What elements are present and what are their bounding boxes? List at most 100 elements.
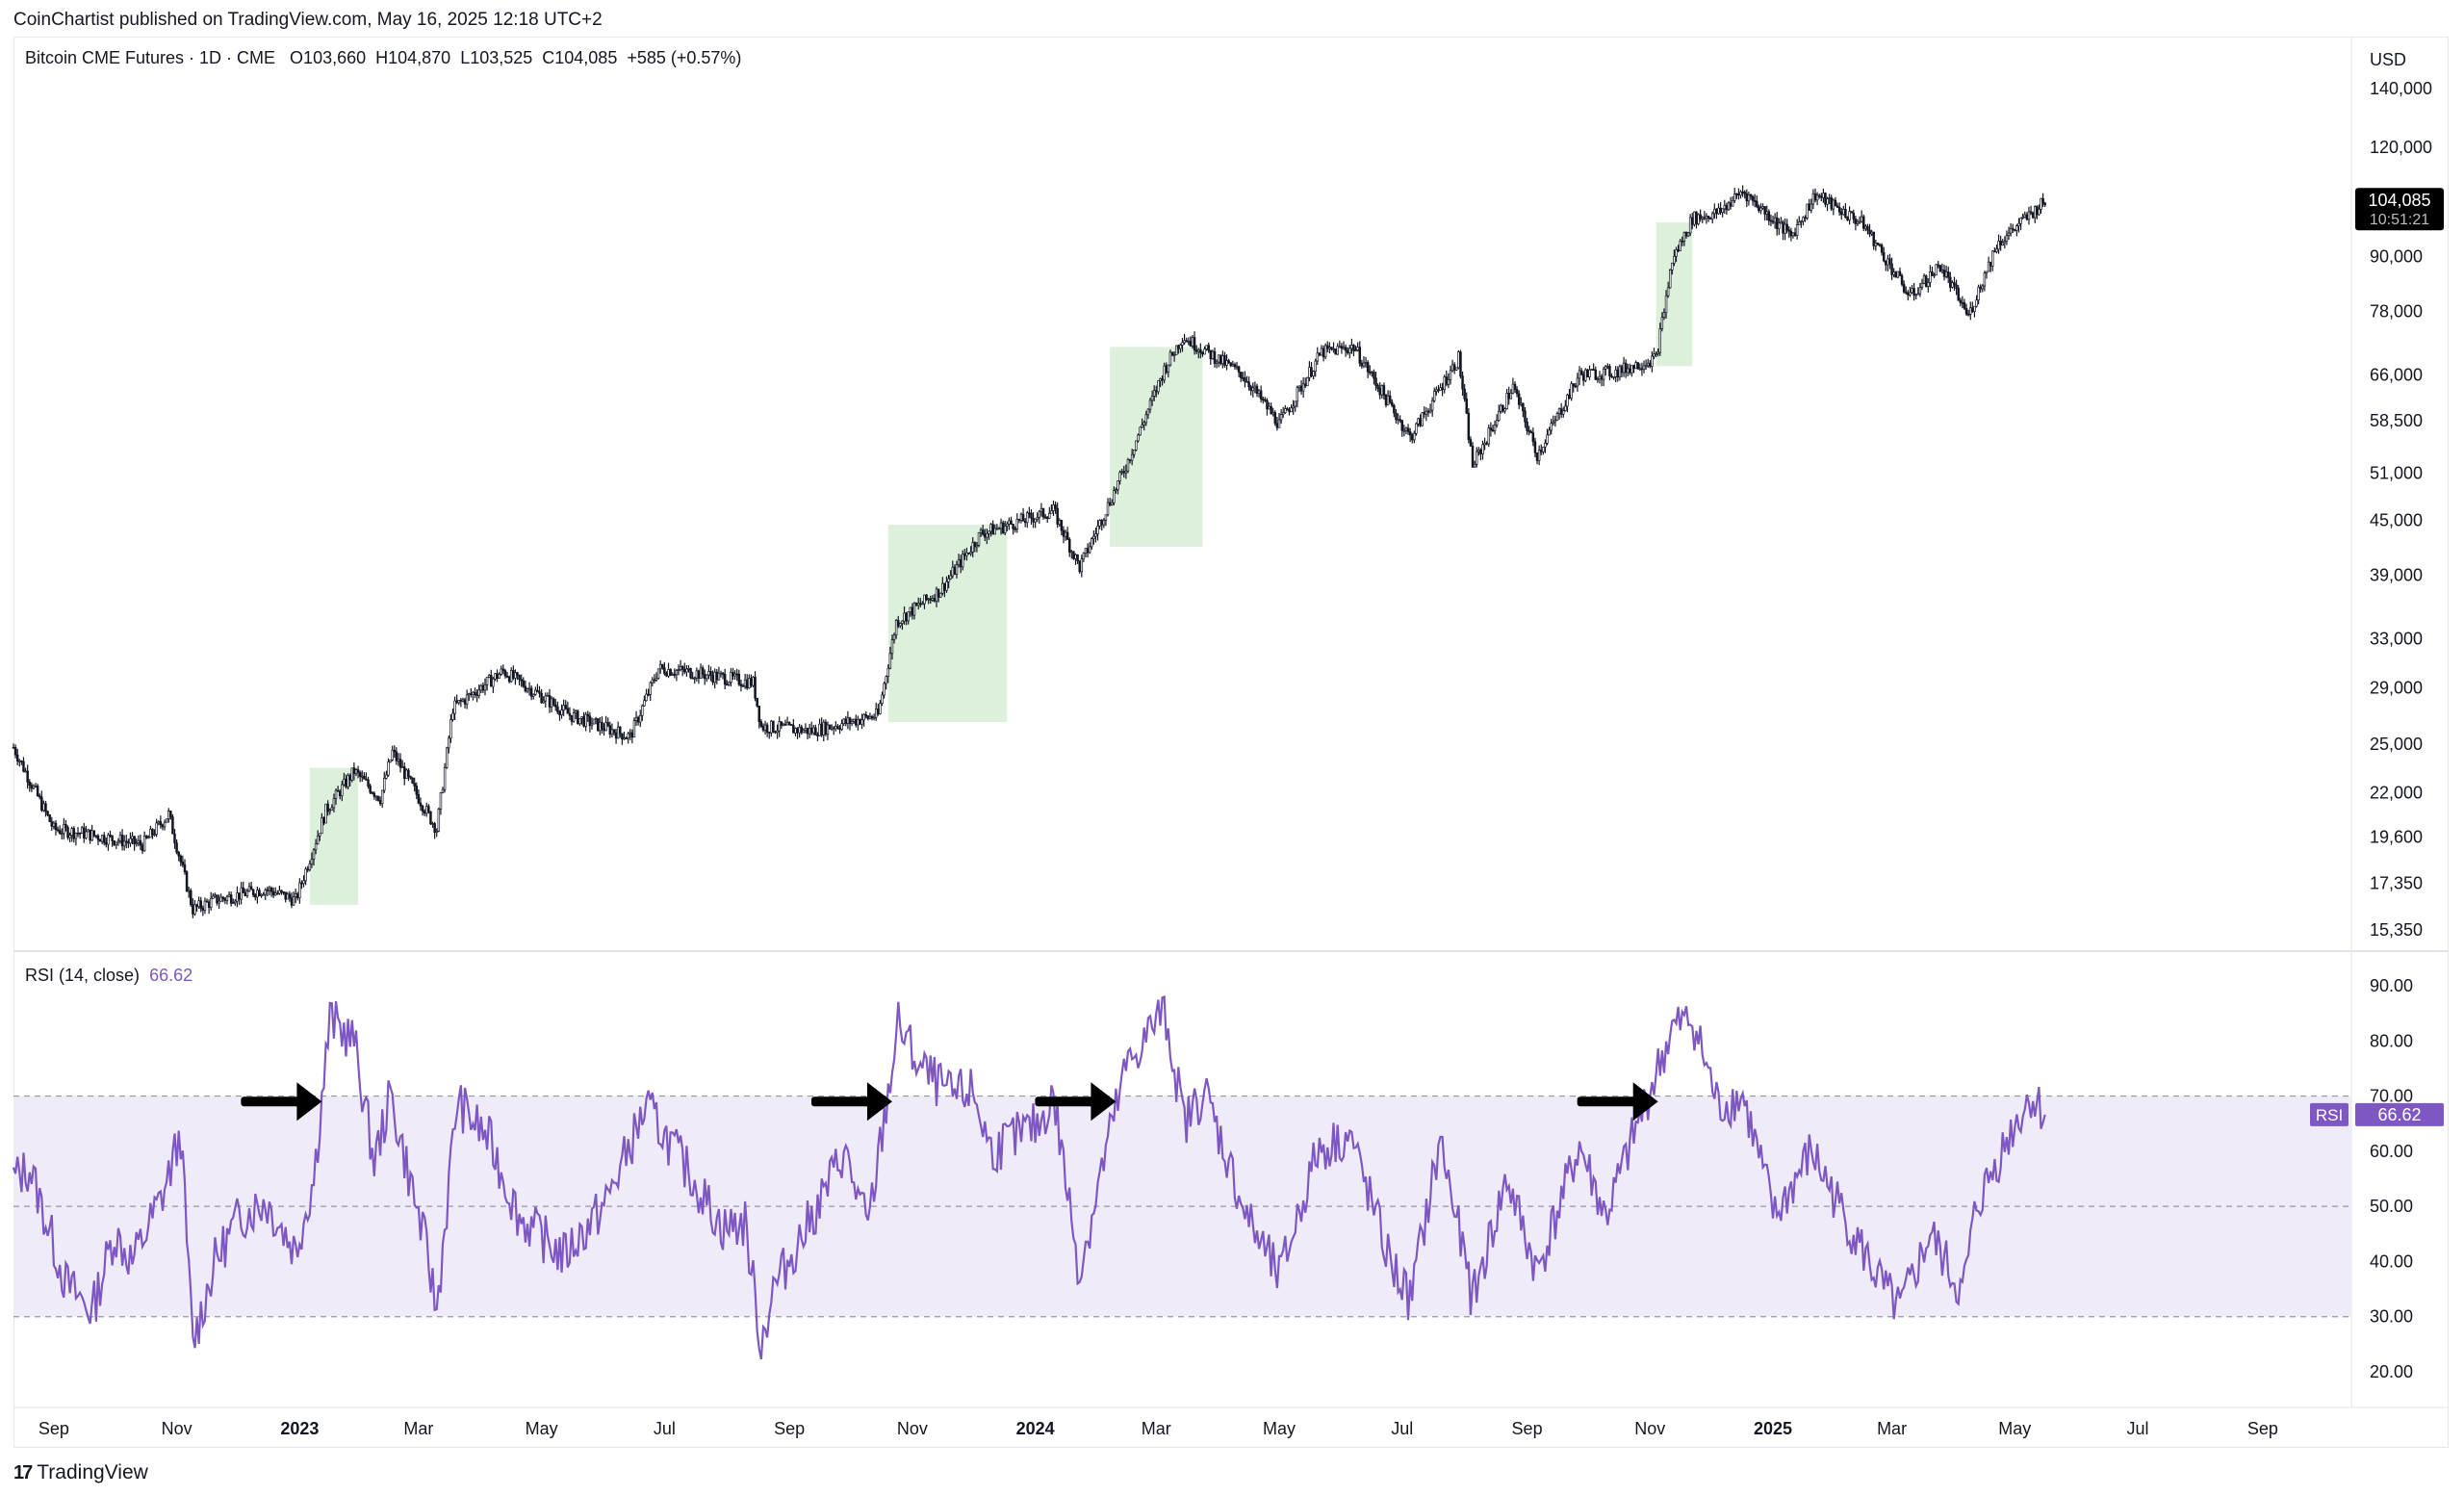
candle-body xyxy=(661,663,664,669)
candle-body xyxy=(1323,345,1327,358)
candle-body xyxy=(874,709,878,718)
candle-body xyxy=(1213,350,1217,364)
candle-body xyxy=(1710,213,1714,220)
candle-body xyxy=(203,900,207,911)
candle-body xyxy=(481,684,485,691)
candle-body xyxy=(1527,430,1530,432)
candle-body xyxy=(630,732,634,738)
candle-body xyxy=(1773,217,1777,223)
candle-body xyxy=(1076,554,1079,562)
candle-body xyxy=(603,728,605,732)
candle-body xyxy=(326,803,329,812)
candle-body xyxy=(30,785,34,789)
candle-body xyxy=(372,792,376,797)
candle-body xyxy=(592,718,596,725)
price-legend: Bitcoin CME Futures · 1D · CME O103,660 … xyxy=(25,48,742,67)
candle-body xyxy=(1957,287,1960,301)
candle-body xyxy=(1894,271,1898,278)
candle-body xyxy=(72,828,76,839)
candle-body xyxy=(1684,232,1688,237)
candle-body xyxy=(212,895,215,899)
candle-body xyxy=(1358,347,1362,364)
candle-body xyxy=(302,880,305,884)
candle-body xyxy=(1658,328,1662,353)
candle-body xyxy=(772,720,775,733)
candle-body xyxy=(1778,222,1781,230)
candle-body xyxy=(2014,228,2016,231)
candle-body xyxy=(1091,538,1093,548)
candle-body xyxy=(1533,441,1537,453)
candle-body xyxy=(1727,202,1731,211)
candle-body xyxy=(1253,385,1257,389)
candle-body xyxy=(894,620,898,636)
candle-body xyxy=(1115,489,1117,492)
candle-body xyxy=(258,890,261,896)
time-tick-label: Mar xyxy=(1142,1419,1171,1438)
candle-body xyxy=(1080,558,1084,573)
candle-body xyxy=(137,839,141,843)
candle-body xyxy=(1815,194,1819,201)
candle-body xyxy=(310,859,314,864)
candle-body xyxy=(1336,346,1339,355)
candle-body xyxy=(38,795,41,798)
candle-body xyxy=(787,722,791,725)
candle-body xyxy=(1880,245,1884,253)
candle-body xyxy=(701,667,705,675)
candle-body xyxy=(1316,352,1320,362)
candle-body xyxy=(625,737,628,739)
candle-body xyxy=(1165,365,1168,373)
candle-body xyxy=(2029,211,2033,214)
candle-body xyxy=(1088,546,1091,554)
candle-body xyxy=(780,721,783,727)
candle-body xyxy=(601,721,603,730)
candle-body xyxy=(1028,512,1031,515)
candle-body xyxy=(1001,522,1005,533)
candle-body xyxy=(352,767,356,774)
currency-label[interactable]: USD xyxy=(2370,50,2407,69)
candle-body xyxy=(1141,424,1143,428)
candle-body xyxy=(1971,307,1974,312)
candle-body xyxy=(1318,352,1322,356)
candle-body xyxy=(937,588,940,598)
candle-body xyxy=(94,835,98,838)
candle-body xyxy=(1651,355,1654,367)
candle-body xyxy=(1638,368,1642,371)
candle-body xyxy=(933,598,937,602)
candle-body xyxy=(1732,193,1736,201)
candle-body xyxy=(790,724,793,726)
time-tick-label: Jul xyxy=(1391,1419,1413,1438)
candle-body xyxy=(1338,346,1342,348)
candle-body xyxy=(475,694,478,697)
candle-body xyxy=(1457,351,1460,369)
candle-body xyxy=(1428,409,1432,413)
candle-body xyxy=(984,533,987,538)
time-tick-label: Sep xyxy=(774,1419,805,1438)
candle-body xyxy=(1701,217,1704,219)
candle-body xyxy=(2041,197,2044,204)
candle-body xyxy=(614,732,618,739)
candle-body xyxy=(1975,299,1978,307)
candle-body xyxy=(276,892,279,895)
candle-body xyxy=(141,844,144,852)
candle-body xyxy=(1378,388,1381,396)
candle-body xyxy=(1505,393,1508,409)
candle-body xyxy=(1181,342,1184,346)
price-tick-label: 140,000 xyxy=(2370,79,2432,98)
candle-body xyxy=(1142,422,1145,426)
candle-body xyxy=(1955,284,1958,289)
candle-body xyxy=(1929,271,1932,283)
candle-body xyxy=(455,700,458,704)
candle-body xyxy=(715,671,719,681)
candle-body xyxy=(1963,302,1966,309)
footer[interactable]: 17 TradingView xyxy=(13,1461,148,1484)
candle-body xyxy=(256,890,259,898)
candle-body xyxy=(1688,217,1692,234)
candle-body xyxy=(1380,385,1384,396)
candle-body xyxy=(2019,218,2022,224)
candle-body xyxy=(249,886,253,890)
candle-body xyxy=(218,900,220,904)
candle-body xyxy=(741,685,745,687)
candle-body xyxy=(1535,451,1539,461)
candle-body xyxy=(437,809,441,832)
